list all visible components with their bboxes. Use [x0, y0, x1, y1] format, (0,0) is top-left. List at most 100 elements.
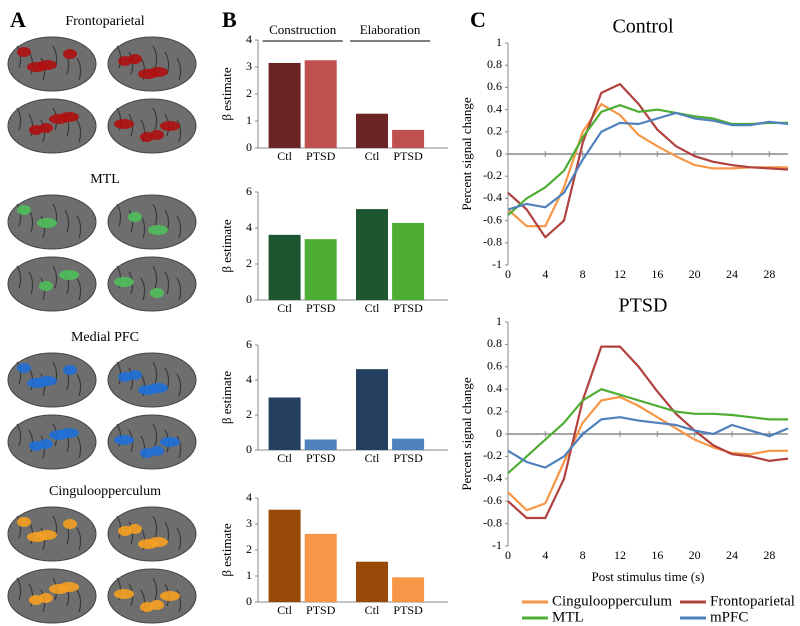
y-tick-label: 0.6: [487, 79, 502, 93]
y-tick-label: -0.6: [483, 493, 502, 507]
activation: [17, 47, 31, 57]
x-axis-label: Post stimulus time (s): [591, 569, 704, 584]
sulcus: [28, 429, 34, 453]
y-tick-label: 3: [246, 59, 252, 73]
activation: [37, 218, 57, 228]
y-tick-label: 0: [246, 442, 252, 456]
series-line: [507, 103, 788, 228]
y-tick-label: 0.2: [487, 124, 502, 138]
x-tick-label: PTSD: [306, 603, 336, 617]
brain: [107, 414, 197, 470]
x-tick-label: 28: [763, 267, 775, 281]
sulcus: [140, 277, 146, 301]
chart-title: Control: [612, 16, 674, 38]
bar: [268, 234, 301, 300]
y-axis-label: Percent signal change: [459, 97, 474, 211]
y-tick-label: -0.8: [483, 515, 502, 529]
activation: [27, 532, 47, 542]
x-tick-label: 28: [763, 548, 775, 562]
y-tick-label: 0.2: [487, 403, 502, 417]
series-line: [507, 388, 788, 475]
activation: [27, 62, 47, 72]
sulcus: [16, 203, 22, 227]
activation: [138, 539, 158, 549]
activation: [17, 205, 31, 215]
activation: [118, 526, 132, 536]
y-tick-label: 2: [246, 86, 252, 100]
bar: [392, 438, 425, 450]
series-line: [507, 416, 789, 469]
y-tick-label: 0: [246, 140, 252, 154]
x-tick-label: 16: [651, 548, 663, 562]
x-tick-label: Ctl: [365, 301, 380, 315]
bar: [304, 60, 337, 148]
chart-title: PTSD: [619, 295, 668, 317]
y-axis-label: β estimate: [219, 371, 234, 424]
sulcus: [28, 271, 34, 295]
series-line: [507, 345, 789, 520]
y-tick-label: 3: [246, 516, 252, 530]
activation: [63, 519, 77, 529]
y-tick-label: 0.4: [487, 101, 502, 115]
activation: [140, 448, 154, 458]
y-tick-label: 1: [496, 314, 502, 328]
sulcus: [76, 373, 82, 397]
sulcus: [116, 515, 122, 539]
x-tick-label: 8: [580, 267, 586, 281]
y-tick-label: 0: [496, 146, 502, 160]
activation: [140, 602, 154, 612]
activation: [27, 378, 47, 388]
sulcus: [16, 265, 22, 289]
activation: [49, 584, 69, 594]
y-tick-label: 0.4: [487, 381, 502, 395]
bar: [268, 62, 301, 149]
group-label: Elaboration: [360, 22, 421, 37]
activation: [29, 441, 43, 451]
bar: [268, 397, 301, 450]
y-tick-label: 1: [246, 113, 252, 127]
legend-label: Frontoparietal: [710, 593, 795, 609]
y-tick-label: -0.6: [483, 212, 502, 226]
y-tick-label: 1: [246, 568, 252, 582]
y-tick-label: 0: [496, 426, 502, 440]
series-line: [507, 395, 788, 512]
y-axis-label: β estimate: [219, 67, 234, 120]
y-tick-label: 0.8: [487, 336, 502, 350]
brain: [107, 194, 197, 250]
activation: [49, 114, 69, 124]
x-tick-label: Ctl: [365, 149, 380, 163]
y-tick-label: 2: [246, 542, 252, 556]
series-line: [507, 83, 789, 239]
y-tick-label: -1: [492, 257, 502, 271]
activation: [63, 49, 77, 59]
sulcus: [16, 577, 22, 601]
sulcus: [176, 119, 182, 143]
bar: [356, 113, 388, 148]
sulcus: [152, 423, 158, 447]
x-tick-label: Ctl: [365, 603, 380, 617]
x-tick-label: 0: [505, 267, 511, 281]
bar: [304, 439, 337, 450]
activation: [29, 595, 43, 605]
activation: [160, 437, 180, 447]
sulcus: [76, 215, 82, 239]
legend-label: mPFC: [710, 609, 748, 625]
y-tick-label: 4: [246, 372, 252, 386]
x-tick-label: 20: [689, 548, 701, 562]
brain: [107, 506, 197, 562]
y-axis-label: β estimate: [219, 523, 234, 576]
x-tick-label: PTSD: [306, 149, 336, 163]
sulcus: [76, 57, 82, 81]
activation: [160, 591, 180, 601]
sulcus: [28, 583, 34, 607]
sulcus: [64, 209, 70, 233]
y-tick-label: -0.2: [483, 448, 502, 462]
legend-label: Cinguloopperculum: [552, 593, 672, 609]
x-tick-label: Ctl: [277, 149, 292, 163]
sulcus: [152, 361, 158, 385]
x-tick-label: 20: [689, 267, 701, 281]
y-tick-label: 6: [246, 184, 252, 198]
y-tick-label: 0: [246, 594, 252, 608]
y-tick-label: 4: [246, 220, 252, 234]
